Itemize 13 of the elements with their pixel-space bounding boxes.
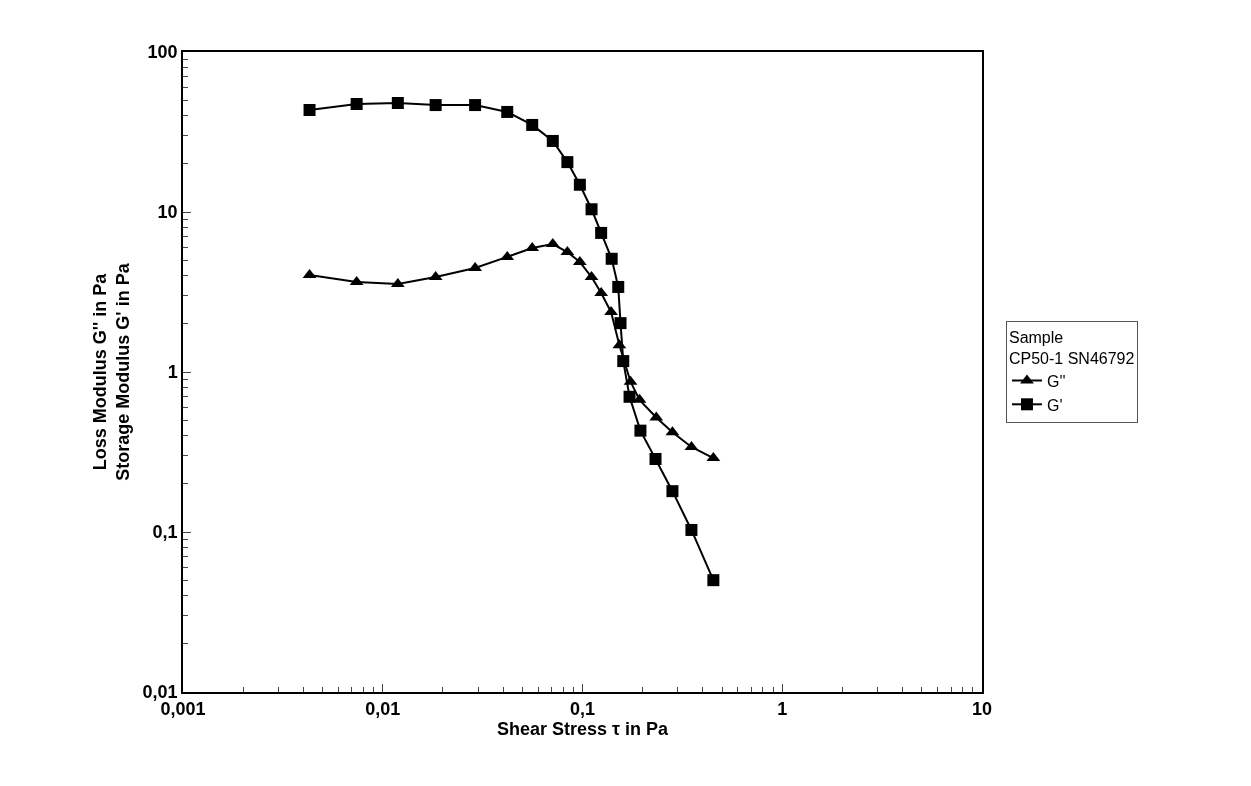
y-axis-title: Loss Modulus G'' in Pa Storage Modulus G' in Pa <box>89 262 134 481</box>
x-tick-label: 0,1 <box>569 699 596 720</box>
legend-label: G' <box>1046 396 1063 414</box>
legend-title: Sample CP50-1 SN46792 <box>1008 328 1135 367</box>
y-tick-label: 1 <box>167 362 178 383</box>
x-tick-label: 1 <box>777 699 788 720</box>
x-tick-label: 0,01 <box>365 699 401 720</box>
x-tick-label: 10 <box>971 699 993 720</box>
y-tick-label: 0,1 <box>152 522 178 543</box>
legend-label: G'' <box>1046 372 1066 390</box>
x-axis-title: Shear Stress τ in Pa <box>496 719 670 740</box>
y-tick-label: 100 <box>147 42 178 63</box>
y-tick-label: 10 <box>157 202 178 223</box>
